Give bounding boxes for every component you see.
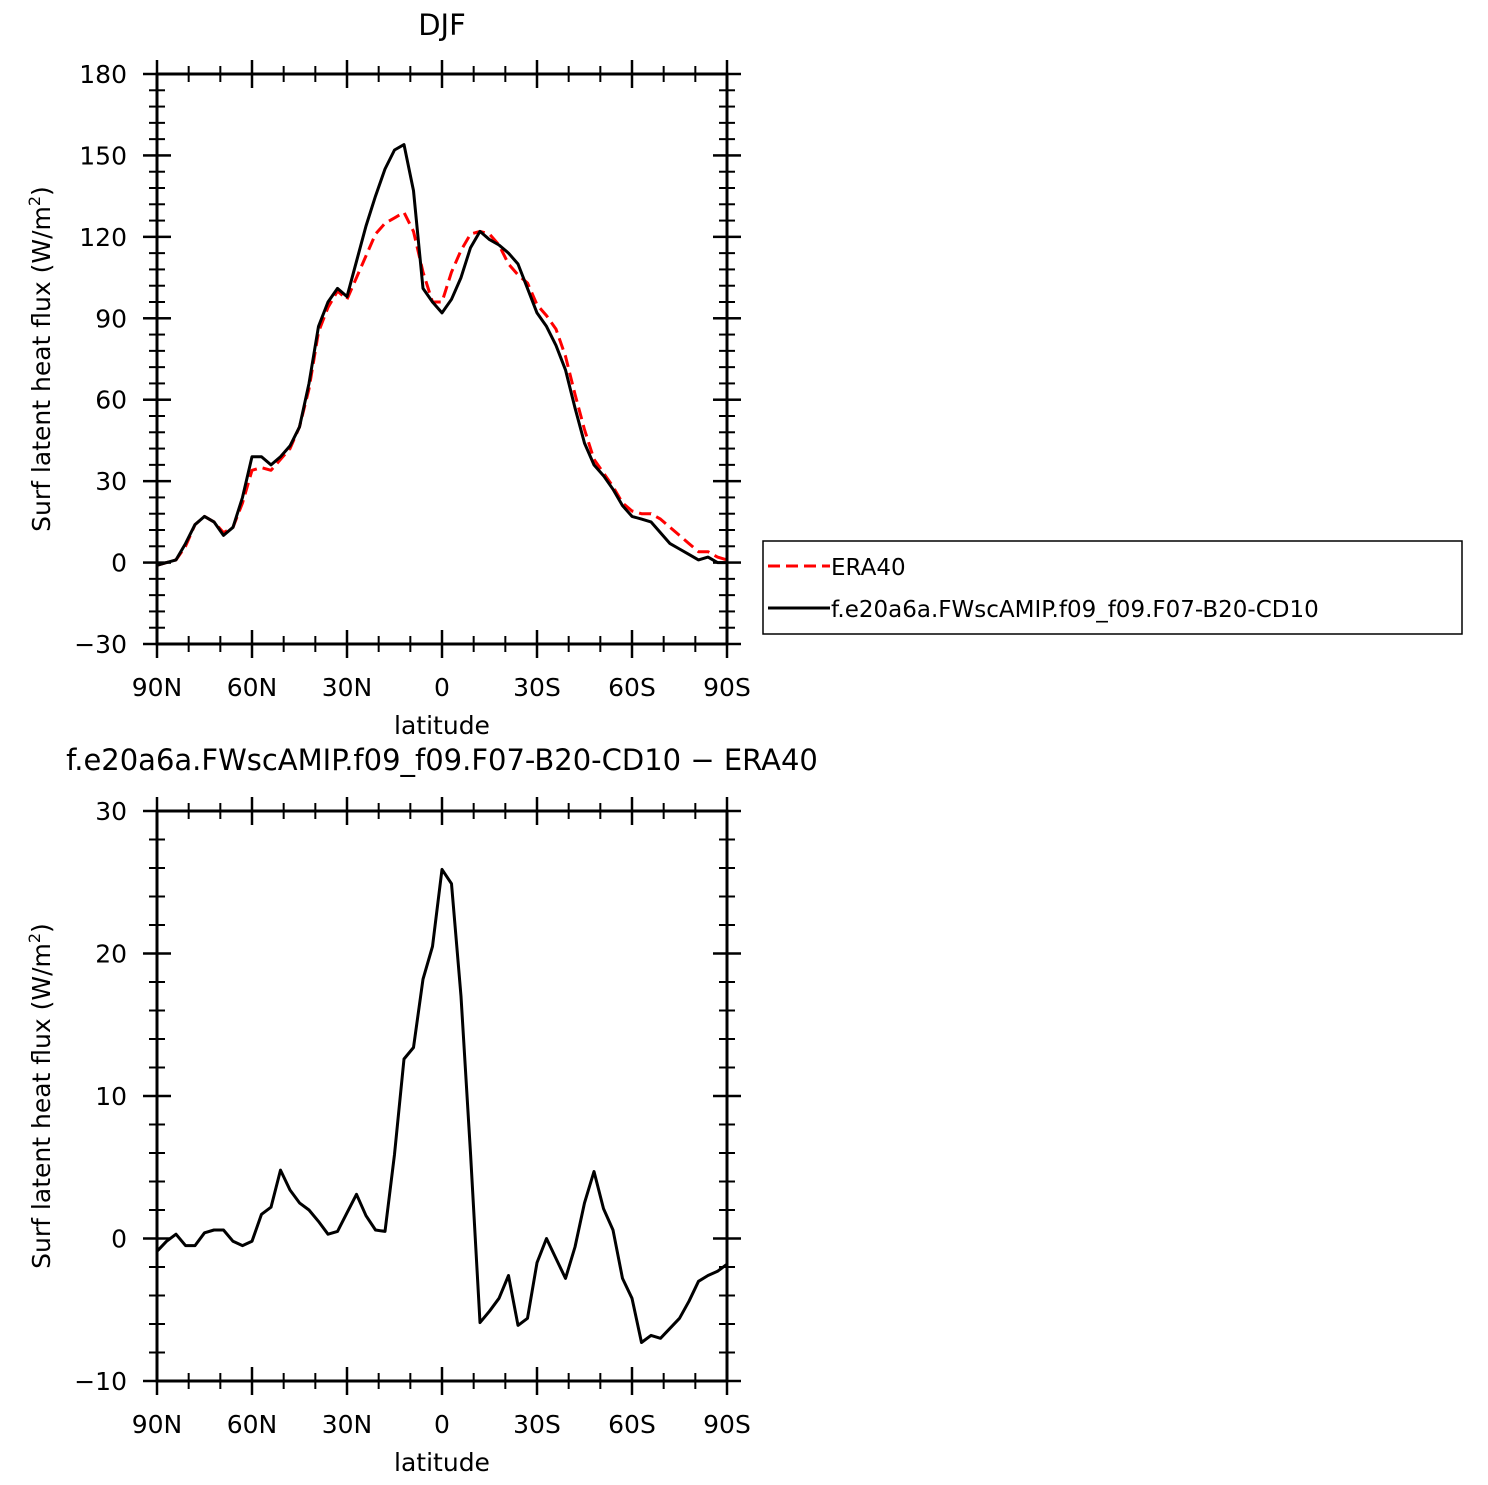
y-tick-label: −10: [74, 1367, 127, 1396]
bottom-y-axis-label: Surf latent heat flux (W/m2): [25, 923, 56, 1269]
y-tick-label: 10: [95, 1082, 127, 1111]
x-tick-label: 30N: [322, 1410, 373, 1439]
y-tick-label: 0: [111, 1225, 127, 1254]
bottom-axis-ticks: 90N 60N 30N 0 30S 60S 90S −10 0 10 20 30: [74, 797, 751, 1439]
x-tick-label: 90S: [703, 673, 751, 702]
legend: ERA40 f.e20a6a.FWscAMIP.f09_f09.F07-B20-…: [762, 540, 1463, 635]
y-tick-label: 180: [79, 60, 127, 89]
y-tick-label: 30: [95, 467, 127, 496]
x-tick-label: 60S: [608, 673, 656, 702]
series-line-f-e20a6a-fwscamip-f09-f09-f07-b20-cd10: [156, 143, 727, 567]
top-axis-ticks: 90N 60N 30N 0 30S 60S 90S −30 0 30 60 90 120 150 180: [74, 60, 751, 702]
top-panel: DJF 90N 60N 30N 0 30S 60S 90S −30 0 30 60 90 120 150 1…: [25, 8, 751, 740]
top-y-axis-label: Surf latent heat flux (W/m2): [25, 186, 56, 532]
y-tick-label: 150: [79, 141, 127, 170]
series-line-era40: [156, 210, 728, 567]
top-series-lines: [156, 143, 728, 567]
legend-box: [762, 540, 1463, 635]
y-tick-label: 60: [95, 386, 127, 415]
x-tick-label: 30S: [513, 673, 561, 702]
x-tick-label: 90S: [703, 1410, 751, 1439]
y-tick-label: 0: [111, 549, 127, 578]
top-plot-frame: [155, 72, 729, 646]
x-tick-label: 60S: [608, 1410, 656, 1439]
bottom-panel-title: f.e20a6a.FWscAMIP.f09_f09.F07-B20-CD10 −…: [66, 743, 818, 777]
top-x-axis-label: latitude: [394, 711, 490, 740]
y-tick-label: 30: [95, 797, 127, 826]
x-tick-label: 30N: [322, 673, 373, 702]
bottom-plot-frame: [155, 809, 729, 1383]
y-tick-label: 120: [79, 223, 127, 252]
bottom-series-lines: [155, 867, 728, 1344]
x-tick-label: 60N: [227, 673, 278, 702]
bottom-x-axis-label: latitude: [394, 1448, 490, 1477]
x-tick-label: 30S: [513, 1410, 561, 1439]
legend-label-era40: ERA40: [831, 555, 906, 581]
y-tick-label: −30: [74, 630, 127, 659]
x-tick-label: 0: [434, 673, 450, 702]
y-tick-label: 90: [95, 304, 127, 333]
x-tick-label: 60N: [227, 1410, 278, 1439]
x-tick-label: 90N: [132, 673, 183, 702]
legend-label-model: f.e20a6a.FWscAMIP.f09_f09.F07-B20-CD10: [831, 597, 1319, 623]
x-tick-label: 0: [434, 1410, 450, 1439]
x-tick-label: 90N: [132, 1410, 183, 1439]
bottom-panel: f.e20a6a.FWscAMIP.f09_f09.F07-B20-CD10 −…: [25, 743, 818, 1477]
y-tick-label: 20: [95, 940, 127, 969]
top-panel-title: DJF: [418, 8, 466, 42]
difference-series-line: [155, 867, 728, 1344]
